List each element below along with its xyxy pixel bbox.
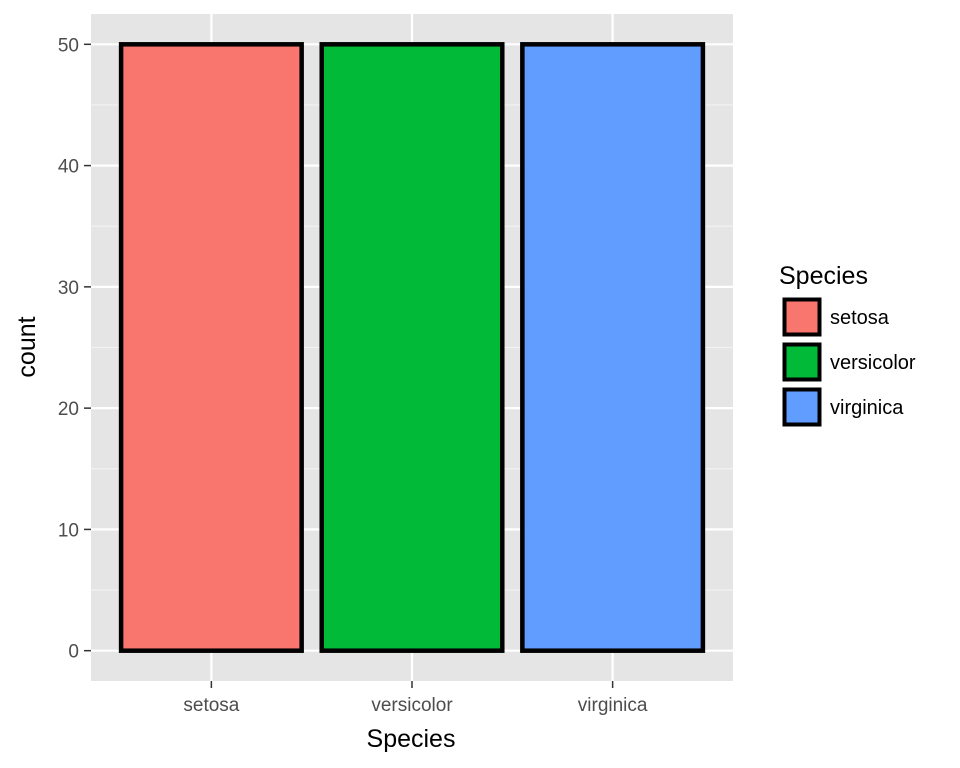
legend-label-versicolor: versicolor	[830, 352, 916, 374]
y-axis: 0 10 20 30 40 50	[58, 35, 91, 663]
legend-label-virginica: virginica	[830, 397, 904, 419]
y-tick-label: 20	[58, 399, 79, 420]
legend-label-setosa: setosa	[830, 307, 890, 329]
legend-swatch-setosa	[782, 297, 822, 337]
bar-virginica	[520, 42, 706, 653]
y-tick-label: 40	[58, 157, 79, 178]
x-tick-label: virginica	[578, 695, 648, 716]
x-tick-label: setosa	[183, 695, 239, 716]
y-tick-label: 30	[58, 278, 79, 299]
bar-setosa	[118, 42, 304, 653]
y-tick-label: 0	[68, 642, 79, 663]
x-axis: setosa versicolor virginica	[183, 681, 648, 716]
x-tick-label: versicolor	[371, 695, 453, 716]
legend: Species setosa versicolor virginica	[779, 262, 916, 427]
legend-swatch-virginica	[782, 387, 822, 427]
y-tick-label: 50	[58, 35, 79, 56]
bar-versicolor	[319, 42, 505, 653]
y-axis-title: count	[13, 316, 41, 377]
y-tick-label: 10	[58, 520, 79, 541]
x-axis-title: Species	[367, 725, 456, 753]
legend-title: Species	[779, 262, 868, 290]
bars	[118, 42, 706, 653]
legend-swatch-versicolor	[782, 342, 822, 382]
